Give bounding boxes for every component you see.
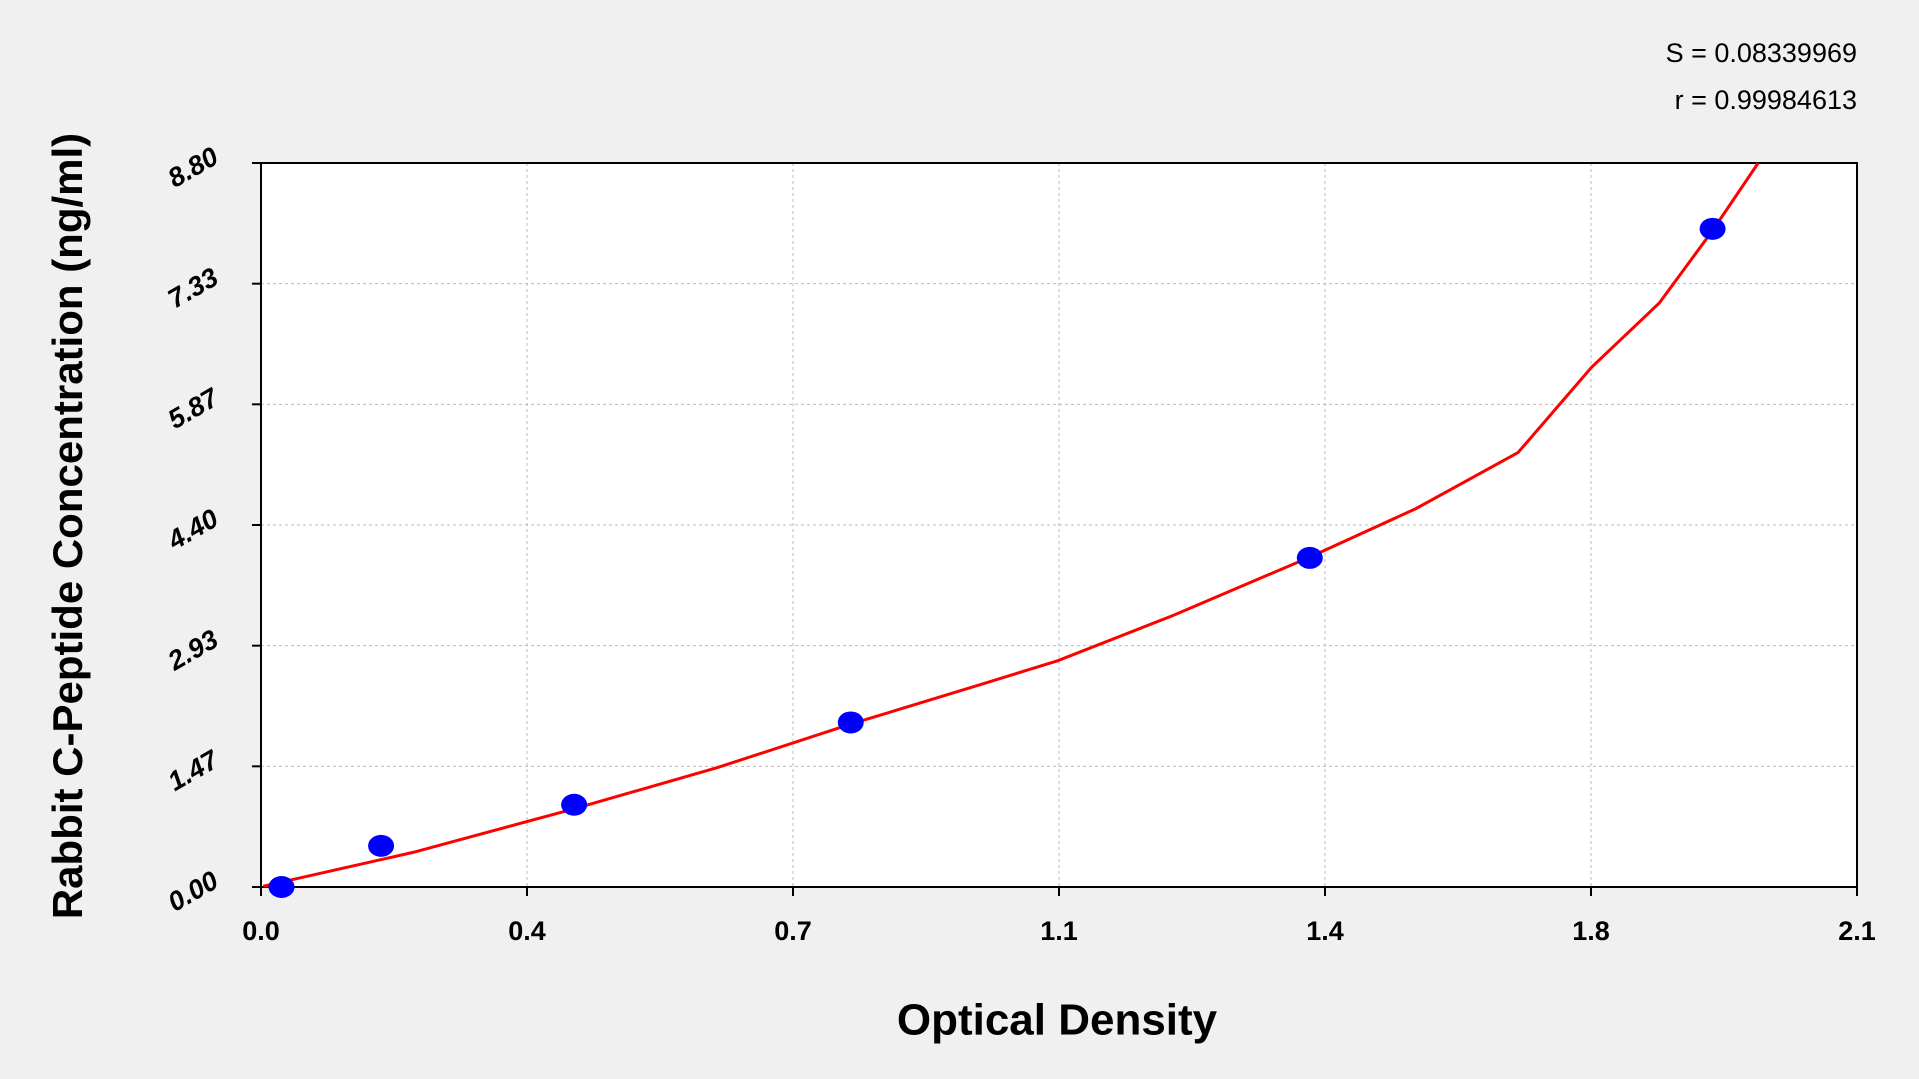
x-axis-title: Optical Density [897,996,1218,1045]
x-tick-label: 2.1 [1838,916,1876,946]
data-point [368,834,395,857]
x-tick-label: 1.1 [1040,916,1078,946]
x-tick-label: 0.0 [242,916,280,946]
data-point [837,711,864,734]
x-tick-label: 0.4 [508,916,546,946]
data-point [1699,217,1726,240]
y-axis-title: Rabbit C-Peptide Concentration (ng/ml) [44,133,91,919]
data-point [268,876,295,898]
x-tick-label: 1.4 [1306,916,1344,946]
annotation: r = 0.99984613 [1675,85,1857,115]
data-point [1296,546,1323,569]
data-point [561,793,588,816]
x-tick-label: 1.8 [1572,916,1610,946]
annotation: S = 0.08339969 [1666,38,1857,68]
fit-curve [262,162,1760,888]
x-tick-label: 0.7 [774,916,812,946]
